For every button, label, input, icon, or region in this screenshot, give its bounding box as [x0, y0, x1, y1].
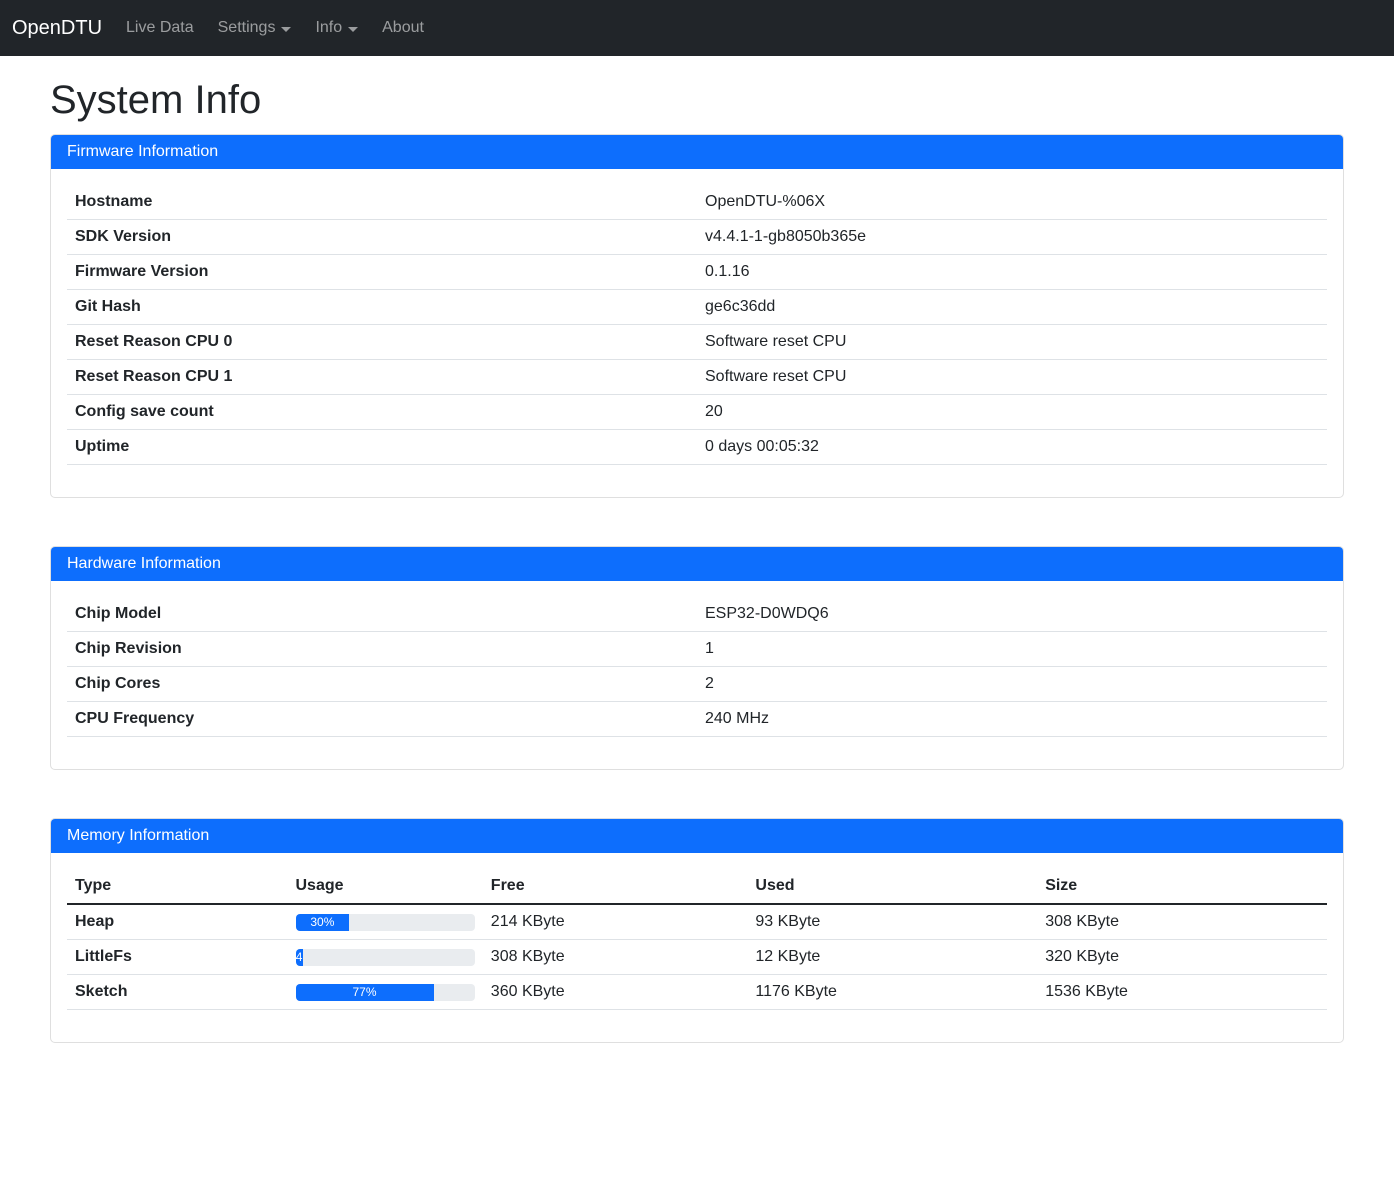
card-body: Chip Model ESP32-D0WDQ6 Chip Revision 1 … [51, 581, 1343, 769]
row-value: 20 [697, 394, 1327, 430]
usage-progress-bar: 4 [295, 948, 303, 966]
nav-item-label: Settings [217, 19, 276, 36]
row-label: Reset Reason CPU 0 [67, 324, 697, 360]
table-row: Config save count 20 [67, 394, 1327, 430]
table-row: Chip Model ESP32-D0WDQ6 [67, 597, 1327, 632]
table-row: Git Hash ge6c36dd [67, 289, 1327, 325]
memory-free: 214 KByte [482, 904, 748, 940]
row-value: 1 [697, 631, 1327, 667]
row-value: ge6c36dd [697, 289, 1327, 325]
row-value: 0 days 00:05:32 [697, 429, 1327, 465]
chevron-down-icon [281, 26, 292, 32]
row-label: Reset Reason CPU 1 [67, 359, 697, 395]
table-row: Chip Revision 1 [67, 631, 1327, 667]
usage-progress-track: 30% [295, 913, 475, 931]
column-header-used: Used [747, 869, 1038, 905]
nav-item-label: Info [315, 19, 343, 36]
memory-usage-cell: 4 [287, 939, 483, 975]
row-label: SDK Version [67, 219, 697, 255]
column-header-type: Type [67, 869, 288, 905]
row-value: 2 [697, 666, 1327, 702]
nav-item-label: About [382, 19, 424, 36]
row-value: v4.4.1-1-gb8050b365e [697, 219, 1327, 255]
hardware-table: Chip Model ESP32-D0WDQ6 Chip Revision 1 … [67, 597, 1327, 737]
memory-size: 308 KByte [1037, 904, 1327, 940]
card-body: Hostname OpenDTU-%06X SDK Version v4.4.1… [51, 169, 1343, 497]
memory-used: 12 KByte [747, 939, 1038, 975]
row-label: Uptime [67, 429, 697, 465]
firmware-information-card: Firmware Information Hostname OpenDTU-%0… [50, 134, 1344, 498]
memory-type: Heap [67, 904, 288, 940]
nav-item-label: Live Data [126, 19, 194, 36]
card-header: Firmware Information [51, 135, 1343, 169]
column-header-size: Size [1037, 869, 1327, 905]
card-header: Hardware Information [51, 547, 1343, 581]
table-row: SDK Version v4.4.1-1-gb8050b365e [67, 219, 1327, 255]
usage-progress-bar: 77% [295, 983, 434, 1001]
nav-item-about[interactable]: About [374, 11, 432, 45]
memory-table: Type Usage Free Used Size Heap 30% [67, 869, 1327, 1010]
memory-size: 1536 KByte [1037, 974, 1327, 1010]
table-row: LittleFs 4 308 KByte 12 KByte 320 KByte [67, 939, 1327, 975]
row-value: Software reset CPU [697, 359, 1327, 395]
table-row: Reset Reason CPU 0 Software reset CPU [67, 324, 1327, 360]
main-content: System Info Firmware Information Hostnam… [0, 56, 1394, 1043]
navbar-nav: Live Data Settings Info About [118, 11, 440, 45]
usage-progress-bar: 30% [295, 913, 350, 931]
page-title: System Info [50, 78, 262, 122]
hardware-information-card: Hardware Information Chip Model ESP32-D0… [50, 546, 1344, 770]
table-header-row: Type Usage Free Used Size [67, 869, 1327, 905]
memory-information-card: Memory Information Type Usage Free Used … [50, 818, 1344, 1043]
column-header-usage: Usage [287, 869, 483, 905]
usage-progress-track: 4 [295, 948, 475, 966]
table-row: Sketch 77% 360 KByte 1176 KByte 1536 KBy… [67, 974, 1327, 1010]
row-label: Chip Cores [67, 666, 697, 702]
table-row: CPU Frequency 240 MHz [67, 701, 1327, 737]
navbar: OpenDTU Live Data Settings Info About [0, 0, 1394, 56]
column-header-free: Free [482, 869, 748, 905]
memory-type: Sketch [67, 974, 288, 1010]
row-value: ESP32-D0WDQ6 [697, 597, 1327, 632]
memory-type: LittleFs [67, 939, 288, 975]
table-row: Firmware Version 0.1.16 [67, 254, 1327, 290]
row-label: Git Hash [67, 289, 697, 325]
memory-usage-cell: 30% [287, 904, 483, 940]
table-row: Chip Cores 2 [67, 666, 1327, 702]
row-value: 0.1.16 [697, 254, 1327, 290]
card-header: Memory Information [51, 819, 1343, 853]
usage-progress-track: 77% [295, 983, 475, 1001]
table-row: Hostname OpenDTU-%06X [67, 185, 1327, 220]
chevron-down-icon [348, 26, 359, 32]
memory-size: 320 KByte [1037, 939, 1327, 975]
memory-used: 93 KByte [747, 904, 1038, 940]
row-label: Chip Revision [67, 631, 697, 667]
table-row: Heap 30% 214 KByte 93 KByte 308 KByte [67, 904, 1327, 940]
table-row: Reset Reason CPU 1 Software reset CPU [67, 359, 1327, 395]
card-body: Type Usage Free Used Size Heap 30% [51, 853, 1343, 1042]
brand-link[interactable]: OpenDTU [12, 16, 103, 39]
memory-free: 308 KByte [482, 939, 748, 975]
row-value: OpenDTU-%06X [697, 185, 1327, 220]
nav-item-live-data[interactable]: Live Data [118, 11, 202, 45]
firmware-table: Hostname OpenDTU-%06X SDK Version v4.4.1… [67, 185, 1327, 465]
row-value: Software reset CPU [697, 324, 1327, 360]
row-value: 240 MHz [697, 701, 1327, 737]
memory-usage-cell: 77% [287, 974, 483, 1010]
table-row: Uptime 0 days 00:05:32 [67, 429, 1327, 465]
row-label: CPU Frequency [67, 701, 697, 737]
memory-free: 360 KByte [482, 974, 748, 1010]
row-label: Firmware Version [67, 254, 697, 290]
row-label: Config save count [67, 394, 697, 430]
memory-used: 1176 KByte [747, 974, 1038, 1010]
row-label: Chip Model [67, 597, 697, 632]
row-label: Hostname [67, 185, 697, 220]
nav-item-info[interactable]: Info [307, 11, 366, 45]
nav-item-settings[interactable]: Settings [210, 11, 300, 45]
